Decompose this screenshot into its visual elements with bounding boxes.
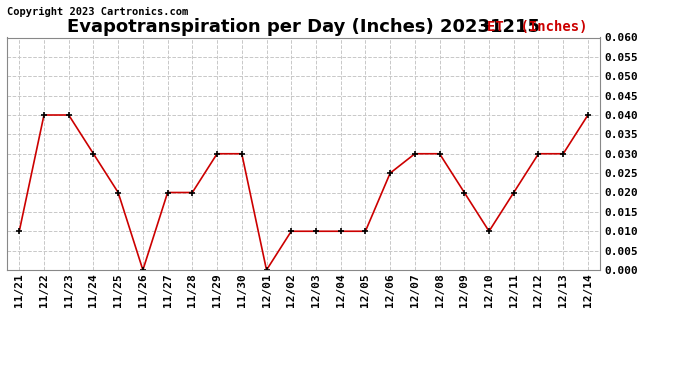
Line: ET  (Inches): ET (Inches) [16,111,591,273]
ET  (Inches) [460,190,469,195]
ET  (Inches) [386,171,394,176]
ET  (Inches) [40,113,48,117]
Title: Evapotranspiration per Day (Inches) 20231215: Evapotranspiration per Day (Inches) 2023… [67,18,540,36]
Legend: ET  (Inches): ET (Inches) [482,14,593,39]
ET  (Inches) [65,113,73,117]
ET  (Inches) [312,229,320,234]
ET  (Inches) [559,152,567,156]
ET  (Inches) [262,268,270,272]
ET  (Inches) [139,268,147,272]
ET  (Inches) [584,113,592,117]
ET  (Inches) [164,190,172,195]
ET  (Inches) [435,152,444,156]
Text: Copyright 2023 Cartronics.com: Copyright 2023 Cartronics.com [7,7,188,17]
ET  (Inches) [534,152,542,156]
ET  (Inches) [188,190,197,195]
ET  (Inches) [213,152,221,156]
ET  (Inches) [114,190,122,195]
ET  (Inches) [237,152,246,156]
ET  (Inches) [510,190,518,195]
ET  (Inches) [287,229,295,234]
ET  (Inches) [89,152,97,156]
ET  (Inches) [337,229,345,234]
ET  (Inches) [485,229,493,234]
ET  (Inches) [362,229,370,234]
ET  (Inches) [411,152,419,156]
ET  (Inches) [15,229,23,234]
